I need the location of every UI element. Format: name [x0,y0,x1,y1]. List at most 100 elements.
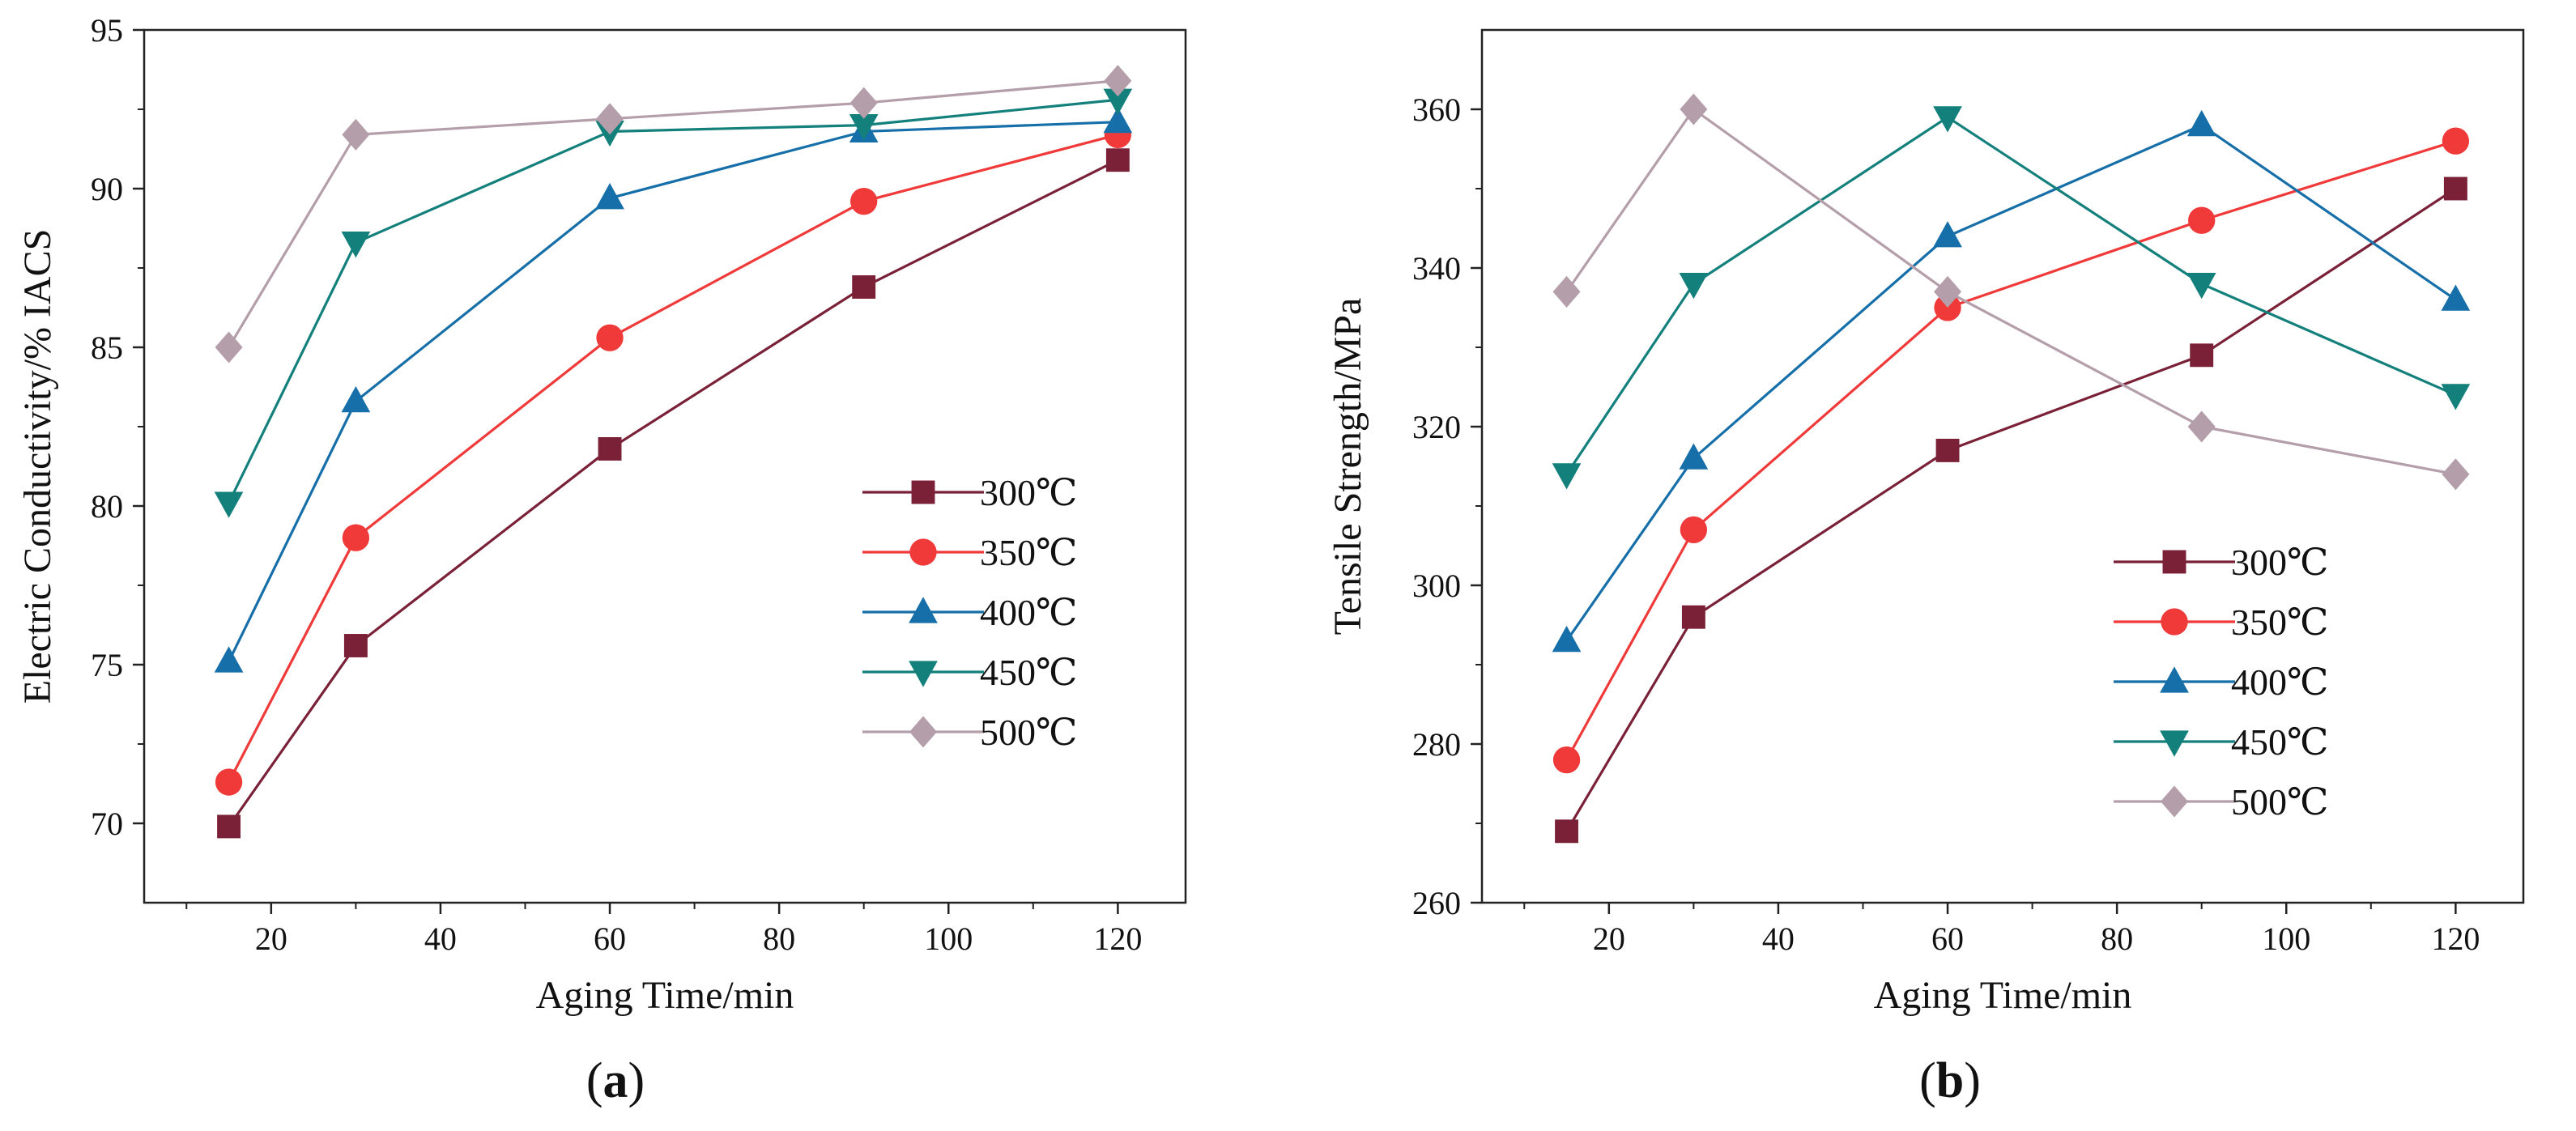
y-tick-label: 320 [1412,409,1461,445]
data-point [1105,148,1130,172]
data-point [849,87,878,119]
panel-label: (a) [586,1053,645,1108]
data-point [1933,221,1962,248]
data-point [850,188,878,215]
data-point [595,183,624,210]
y-axis-label: Electric Conductivity/% IACS [16,229,59,704]
data-point [598,436,622,461]
series-1 [217,148,1130,839]
panel-label-close: ) [628,1053,645,1108]
chart-b: 20 40 60 80 100 120 260 280 300 320 340 360 Aging Ti… [1326,28,2525,1108]
legend-marker [909,661,938,687]
legend-marker [909,538,937,566]
data-point [2442,458,2470,491]
data-point [342,524,370,551]
series-3 [1552,109,2471,653]
data-point [1104,65,1132,97]
x-tick-label: 120 [1093,921,1142,957]
legend-marker [2161,785,2188,818]
data-point [1681,605,1705,629]
data-point [215,768,243,796]
legend-label: 300℃ [2231,542,2328,583]
x-tick-label: 60 [594,921,626,957]
data-point [1680,93,1708,125]
panel-label-open: ( [1919,1053,1936,1108]
legend-label: 450℃ [980,652,1077,693]
legend-label: 450℃ [2231,721,2328,763]
panel-label-close: ) [1964,1053,1981,1108]
plot-frame [1480,28,2525,904]
data-point [1552,275,1581,308]
data-point [343,634,368,657]
x-tick-label: 120 [2431,921,2480,957]
series-line [1565,115,2456,475]
data-point [1933,106,1962,133]
data-point [2190,343,2214,368]
y-tick-label: 70 [91,806,123,842]
legend-label: 400℃ [980,592,1077,633]
data-point [341,385,371,413]
y-axis-label: Tensile Strength/MPa [1326,298,1369,636]
x-tick-label: 20 [1593,921,1625,957]
data-point [2443,176,2467,201]
legend-label: 350℃ [2231,602,2328,643]
data-point [1103,88,1133,115]
data-point [2441,384,2471,410]
panel-label-letter: a [603,1053,628,1108]
series-line [228,79,1118,348]
y-tick-label: 300 [1412,568,1461,604]
legend-label: 500℃ [980,712,1077,753]
series-2 [1552,127,2470,774]
data-point [1680,516,1708,544]
y-tick-label: 75 [91,647,123,683]
series-5 [215,65,1132,364]
data-point [214,491,244,518]
data-point [2186,109,2216,137]
data-point [852,275,876,299]
legend-marker [909,716,937,748]
data-point [1552,463,1582,490]
data-point [596,103,624,135]
x-tick-label: 20 [255,921,287,957]
legend-marker [2160,730,2189,757]
data-point [1552,625,1582,653]
series-4 [1552,106,2471,490]
y-tick-label: 90 [91,171,123,207]
data-point [2442,127,2470,155]
x-axis-label: Aging Time/min [536,974,794,1017]
legend-marker [2160,666,2189,693]
data-point [2187,410,2216,443]
legend: 300℃ 350℃ 400℃ 450℃ 500℃ [2114,542,2328,823]
data-point [214,646,244,673]
x-tick-label: 80 [763,921,795,957]
data-point [1555,819,1579,844]
data-point [2188,206,2216,234]
x-tick-label: 40 [424,921,457,957]
series-3 [214,106,1133,673]
data-point [849,114,879,141]
legend-label: 350℃ [980,532,1077,573]
x-tick-label: 40 [1762,921,1795,957]
y-tick-label: 95 [91,12,123,49]
y-tick-label: 340 [1412,250,1461,287]
data-point [1103,106,1133,134]
y-tick-label: 360 [1412,91,1461,128]
y-tick-label: 280 [1412,726,1461,763]
x-axis-label: Aging Time/min [1874,974,2132,1017]
data-point [1934,294,1961,321]
legend-marker [2161,608,2188,636]
series-1 [1555,176,2467,844]
data-point [215,331,243,364]
data-point [217,814,241,839]
data-point [2441,284,2471,311]
plot-frame [143,28,1187,904]
x-tick-label: 80 [2101,921,2133,957]
panel-label: (b) [1919,1053,1981,1108]
panel-label-open: ( [586,1053,603,1108]
y-tick-label: 80 [91,488,123,525]
x-tick-label: 100 [924,921,973,957]
legend-label: 300℃ [980,472,1077,513]
data-point [1552,746,1581,774]
data-point [342,118,370,151]
